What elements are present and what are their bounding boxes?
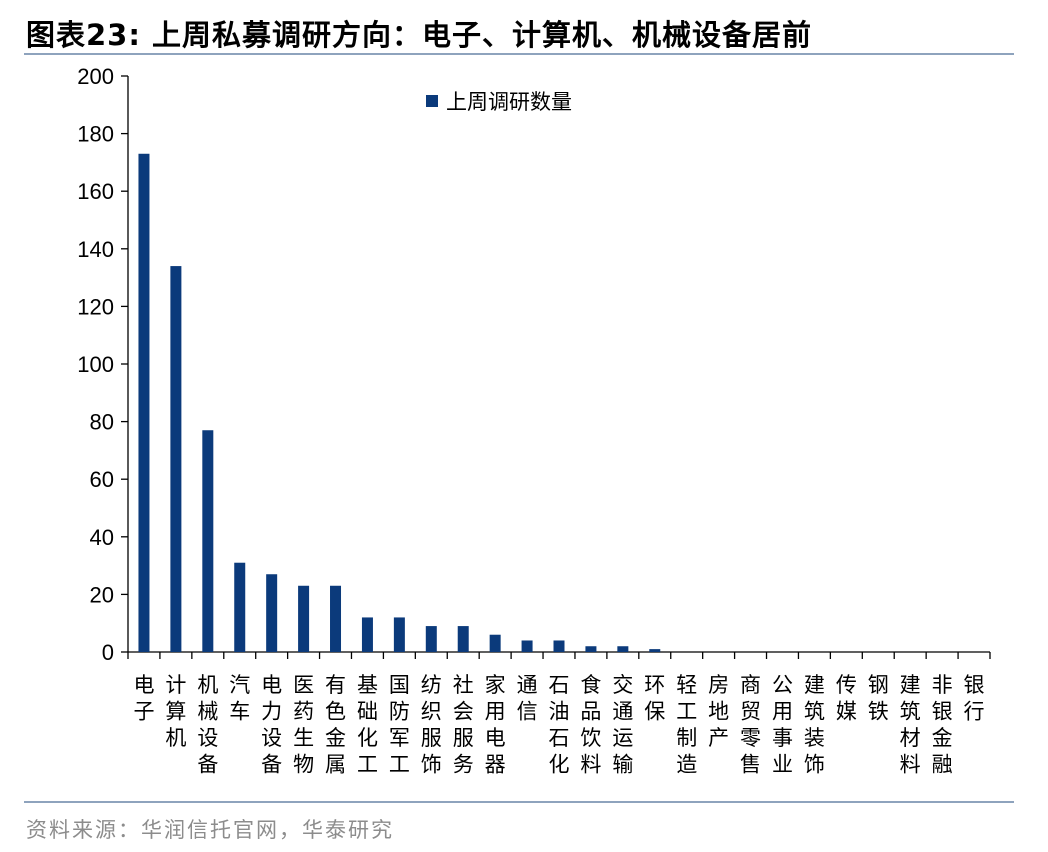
y-tick-label: 200 — [77, 64, 114, 89]
category-labels: 电子计算机机械设备汽车电力设备医药生物有色金属基础化工国防军工纺织服饰社会服务家… — [133, 673, 984, 777]
y-tick-label: 120 — [77, 294, 114, 319]
category-label: 传媒 — [836, 673, 857, 724]
category-label: 建筑装饰 — [804, 673, 825, 777]
bar-医药生物 — [298, 585, 310, 652]
category-label: 石油石化 — [549, 673, 570, 777]
y-tick-label: 60 — [90, 467, 114, 492]
y-tick-label: 0 — [102, 640, 114, 665]
bar-电子 — [138, 153, 150, 652]
category-label: 轻工制造 — [676, 673, 697, 777]
bar-有色金属 — [330, 585, 342, 652]
y-tick-label: 80 — [90, 410, 114, 435]
source-note: 资料来源：华润信托官网，华泰研究 — [26, 818, 394, 842]
top-divider — [24, 53, 1014, 55]
y-tick-label: 160 — [77, 179, 114, 204]
category-label: 电力设备 — [261, 673, 282, 777]
bar-国防军工 — [393, 617, 405, 652]
category-label: 食品饮料 — [580, 673, 601, 777]
y-tick-label: 20 — [90, 582, 114, 607]
category-label: 环保 — [644, 673, 665, 724]
bar-纺织服饰 — [425, 626, 437, 652]
category-label: 公用事业 — [772, 673, 793, 777]
bar-社会服务 — [457, 626, 469, 652]
legend: 上周调研数量 — [426, 90, 572, 114]
category-label: 计算机 — [165, 673, 186, 750]
category-label: 电子 — [133, 673, 154, 724]
bars — [138, 153, 661, 652]
category-label: 基础化工 — [357, 673, 378, 777]
category-label: 建筑材料 — [900, 673, 921, 777]
category-label: 商贸零售 — [740, 673, 761, 777]
category-label: 家用电器 — [485, 673, 506, 777]
category-label: 纺织服饰 — [421, 673, 442, 777]
category-label: 有色金属 — [325, 673, 346, 777]
legend-label: 上周调研数量 — [446, 90, 572, 114]
x-axis — [127, 651, 991, 659]
legend-swatch — [426, 95, 438, 107]
y-tick-label: 100 — [77, 352, 114, 377]
y-tick-label: 140 — [77, 237, 114, 262]
bar-基础化工 — [361, 617, 373, 652]
y-tick-label: 40 — [90, 525, 114, 550]
bar-石油石化 — [553, 640, 565, 652]
category-label: 国防军工 — [389, 673, 410, 777]
chart-title: 图表23: 上周私募调研方向：电子、计算机、机械设备居前 — [26, 18, 813, 52]
bar-机械设备 — [202, 430, 214, 652]
y-axis: 0 20 40 60 80 100 120 140 160 180 200 — [77, 64, 129, 665]
bar-汽车 — [234, 562, 246, 652]
bar-交通运输 — [617, 646, 629, 652]
bar-电力设备 — [266, 574, 278, 652]
bar-通信 — [521, 640, 533, 652]
category-label: 医药生物 — [293, 673, 314, 777]
category-label: 汽车 — [229, 673, 250, 724]
bottom-divider — [24, 801, 1014, 803]
category-label: 房地产 — [708, 673, 729, 750]
category-label: 机械设备 — [197, 673, 218, 777]
category-label: 社会服务 — [453, 673, 474, 777]
bar-环保 — [649, 649, 661, 652]
bar-计算机 — [170, 266, 182, 652]
bar-家用电器 — [489, 634, 501, 652]
category-label: 银行 — [964, 673, 985, 724]
category-label: 非银金融 — [932, 673, 953, 777]
y-tick-label: 180 — [77, 122, 114, 147]
category-label: 钢铁 — [868, 673, 889, 724]
category-label: 交通运输 — [612, 673, 633, 777]
bar-食品饮料 — [585, 646, 597, 652]
category-label: 通信 — [517, 673, 538, 724]
